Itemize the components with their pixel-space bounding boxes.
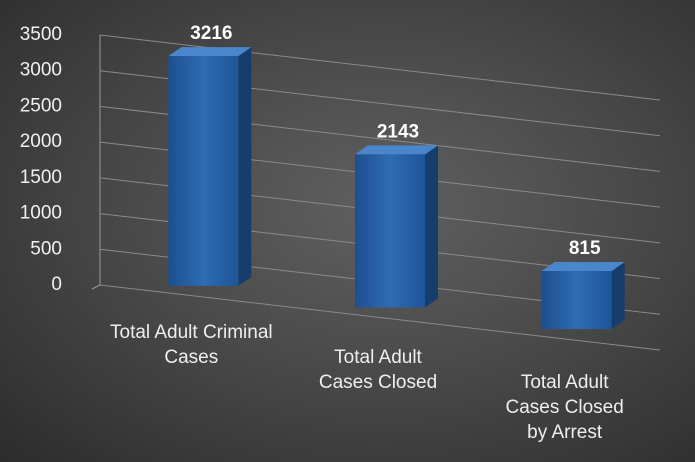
x-tick-label: Total Adult Cases Closed bbox=[318, 347, 438, 393]
bar-side bbox=[425, 145, 438, 308]
bar-side bbox=[611, 261, 625, 330]
bar-front bbox=[541, 270, 612, 330]
y-tick-label: 3500 bbox=[20, 24, 62, 45]
y-tick-label: 2000 bbox=[20, 131, 62, 152]
y-tick-label: 0 bbox=[51, 274, 62, 295]
bar bbox=[168, 47, 252, 286]
bar-front bbox=[355, 154, 425, 308]
value-label: 3216 bbox=[190, 23, 232, 44]
value-label: 2143 bbox=[377, 121, 419, 142]
bar-top bbox=[541, 261, 625, 271]
bar-top bbox=[168, 47, 252, 57]
bar bbox=[541, 261, 625, 330]
grid-line bbox=[99, 284, 661, 351]
axis-tick bbox=[91, 284, 101, 290]
grid-line bbox=[99, 34, 661, 101]
y-tick-label: 2500 bbox=[20, 95, 62, 116]
bar-top bbox=[355, 145, 438, 155]
x-tick-label: Total Adult Cases Closed by Arrest bbox=[505, 372, 624, 443]
bar-side bbox=[238, 47, 252, 286]
value-label: 815 bbox=[569, 238, 601, 259]
y-tick-label: 3000 bbox=[20, 60, 62, 81]
y-tick-label: 1000 bbox=[20, 203, 62, 224]
bar bbox=[355, 145, 438, 308]
y-tick-label: 500 bbox=[30, 238, 62, 259]
x-tick-label: Total Adult Criminal Cases bbox=[110, 322, 273, 368]
y-tick-label: 1500 bbox=[20, 167, 62, 188]
bar-front bbox=[168, 56, 239, 286]
